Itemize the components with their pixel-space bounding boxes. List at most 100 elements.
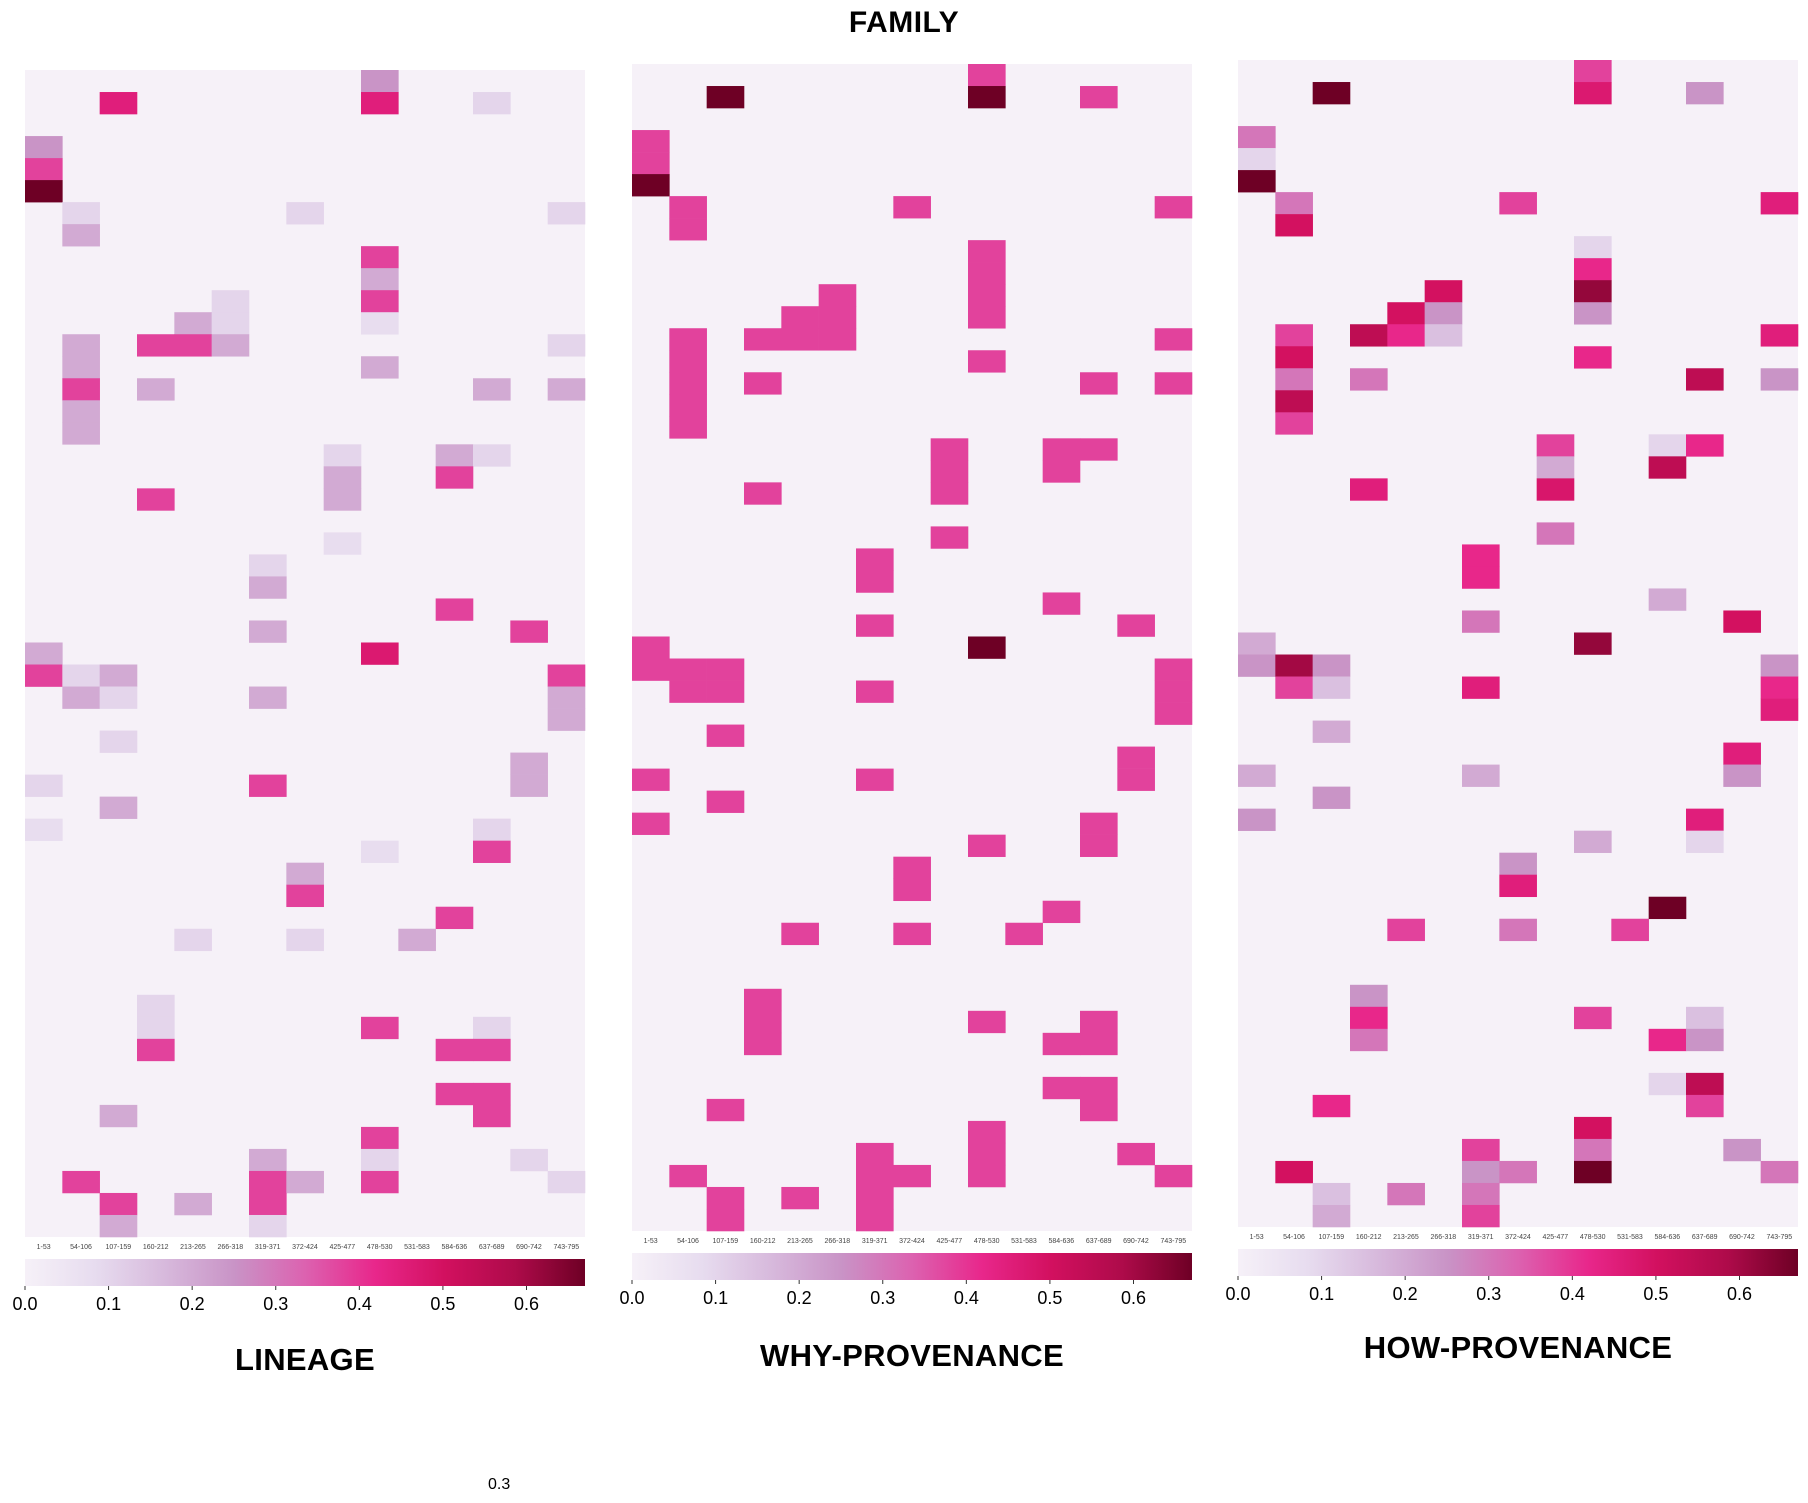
- why-provenance-title: WHY-PROVENANCE: [760, 1338, 1064, 1373]
- x-tick-label: 160-212: [750, 1238, 776, 1245]
- heatmap-cell: [249, 774, 287, 797]
- x-tick-label: 1-53: [644, 1238, 658, 1245]
- heatmap-cell: [632, 130, 670, 153]
- heatmap-cell: [62, 224, 100, 247]
- heatmap-cell: [361, 70, 399, 93]
- heatmap-cell: [1312, 82, 1351, 105]
- heatmap-cell: [1686, 368, 1724, 391]
- heatmap-cell: [1350, 984, 1388, 1008]
- heatmap-cell: [62, 686, 100, 709]
- heatmap-cell: [62, 400, 100, 423]
- heatmap-cell: [1275, 676, 1313, 699]
- heatmap-cell: [1312, 1204, 1351, 1228]
- x-tick-label: 266-318: [217, 1244, 243, 1251]
- heatmap-cell: [856, 548, 894, 571]
- x-tick-label: 54-106: [1283, 1234, 1305, 1241]
- heatmap-cell: [706, 1098, 745, 1122]
- heatmap-cell: [669, 416, 707, 439]
- heatmap-cell: [211, 312, 250, 335]
- heatmap-cell: [1042, 438, 1081, 461]
- colorbar-tick-label: 0.3: [870, 1288, 895, 1308]
- x-tick-label: 743-795: [553, 1244, 579, 1251]
- colorbar-tick-label: 0.6: [514, 1294, 539, 1314]
- heatmap-cell: [968, 1120, 1006, 1144]
- x-tick-label: 213-265: [180, 1244, 206, 1251]
- heatmap-cell: [781, 922, 819, 946]
- heatmap-cell: [361, 840, 399, 863]
- heatmap-cell: [706, 724, 745, 747]
- heatmap-cell: [1574, 1138, 1612, 1162]
- heatmap-cell: [706, 86, 745, 109]
- heatmap-cell: [286, 862, 324, 885]
- heatmap-cell: [473, 444, 511, 467]
- heatmap-cell: [1462, 544, 1500, 567]
- heatmap-cell: [893, 922, 931, 946]
- heatmap-cell: [1005, 922, 1043, 946]
- heatmap-cell: [1387, 324, 1425, 347]
- heatmap-cell: [1238, 148, 1276, 171]
- heatmap-cell: [1080, 372, 1118, 395]
- x-tick-label: 637-689: [479, 1244, 505, 1251]
- colorbar-tick-label: 0.1: [1309, 1284, 1334, 1304]
- heatmap-cell: [435, 598, 474, 621]
- heatmap-cell: [1499, 918, 1537, 942]
- heatmap-cell: [744, 988, 782, 1012]
- heatmap-cell: [1275, 654, 1313, 677]
- heatmap-cell: [62, 422, 100, 445]
- heatmap-cell: [137, 488, 175, 511]
- heatmap-cell: [1574, 346, 1612, 369]
- x-tick-label: 372-424: [1505, 1234, 1531, 1241]
- heatmap-cell: [1042, 1076, 1081, 1100]
- heatmap-cell: [323, 532, 362, 555]
- heatmap-cell: [398, 928, 436, 952]
- x-tick-label: 690-742: [1123, 1238, 1149, 1245]
- x-tick-label: 319-371: [1468, 1234, 1494, 1241]
- heatmap-cell: [669, 1164, 707, 1188]
- heatmap-cell: [1117, 614, 1155, 637]
- heatmap-cell: [1350, 1006, 1388, 1030]
- heatmap-cell: [1648, 1072, 1687, 1096]
- heatmap-cell: [249, 686, 287, 709]
- heatmap-cell: [706, 680, 745, 703]
- heatmap-cell: [1238, 632, 1276, 655]
- heatmap-cell: [632, 152, 670, 175]
- how-provenance-title: HOW-PROVENANCE: [1363, 1330, 1673, 1365]
- heatmap-cell: [547, 1170, 586, 1194]
- heatmap-cell: [510, 752, 548, 775]
- heatmap-cell: [669, 218, 707, 241]
- heatmap-cell: [818, 284, 857, 307]
- heatmap-cell: [473, 1104, 511, 1128]
- heatmap-cell: [1723, 1138, 1761, 1162]
- heatmap-cell: [781, 306, 819, 329]
- heatmap-cell: [1154, 1164, 1193, 1188]
- heatmap-cell: [361, 312, 399, 335]
- heatmap-cell: [1574, 280, 1612, 303]
- why-provenance-heatmap: 1-53 54-106 107-159 160-212 213-265 266-318 31…: [619, 64, 1193, 1308]
- heatmap-cell: [547, 334, 586, 357]
- heatmap-cell: [1574, 1006, 1612, 1030]
- heatmap-cell: [856, 614, 894, 637]
- heatmap-cell: [1574, 82, 1612, 105]
- heatmap-cell: [1536, 456, 1575, 479]
- heatmap-cell: [1350, 1028, 1388, 1052]
- x-tick-label: 425-477: [329, 1244, 355, 1251]
- lineage-heatmap: 1-53 54-106 107-159 160-212 213-265 266-318 31…: [12, 70, 586, 1314]
- heatmap-cell: [1686, 1028, 1724, 1052]
- colorbar-tick-label: 0.3: [263, 1294, 288, 1314]
- heatmap-cell: [1275, 368, 1313, 391]
- heatmap-cell: [968, 262, 1006, 285]
- heatmap-cell: [249, 1170, 287, 1194]
- heatmap-cell: [323, 466, 362, 489]
- heatmap-cell: [1462, 1182, 1500, 1206]
- heatmap-cell: [286, 884, 324, 908]
- heatmap-cell: [25, 664, 63, 687]
- heatmap-cell: [632, 768, 670, 791]
- colorbar-tick-label: 0.4: [347, 1294, 372, 1314]
- heatmap-cell: [1648, 588, 1687, 611]
- heatmap-cell: [669, 196, 707, 219]
- heatmap-cell: [1723, 742, 1761, 765]
- heatmap-cell: [1350, 324, 1388, 347]
- heatmap-cell: [1312, 786, 1351, 809]
- heatmap-cell: [1275, 412, 1313, 435]
- colorbar-tick-label: 0.1: [96, 1294, 121, 1314]
